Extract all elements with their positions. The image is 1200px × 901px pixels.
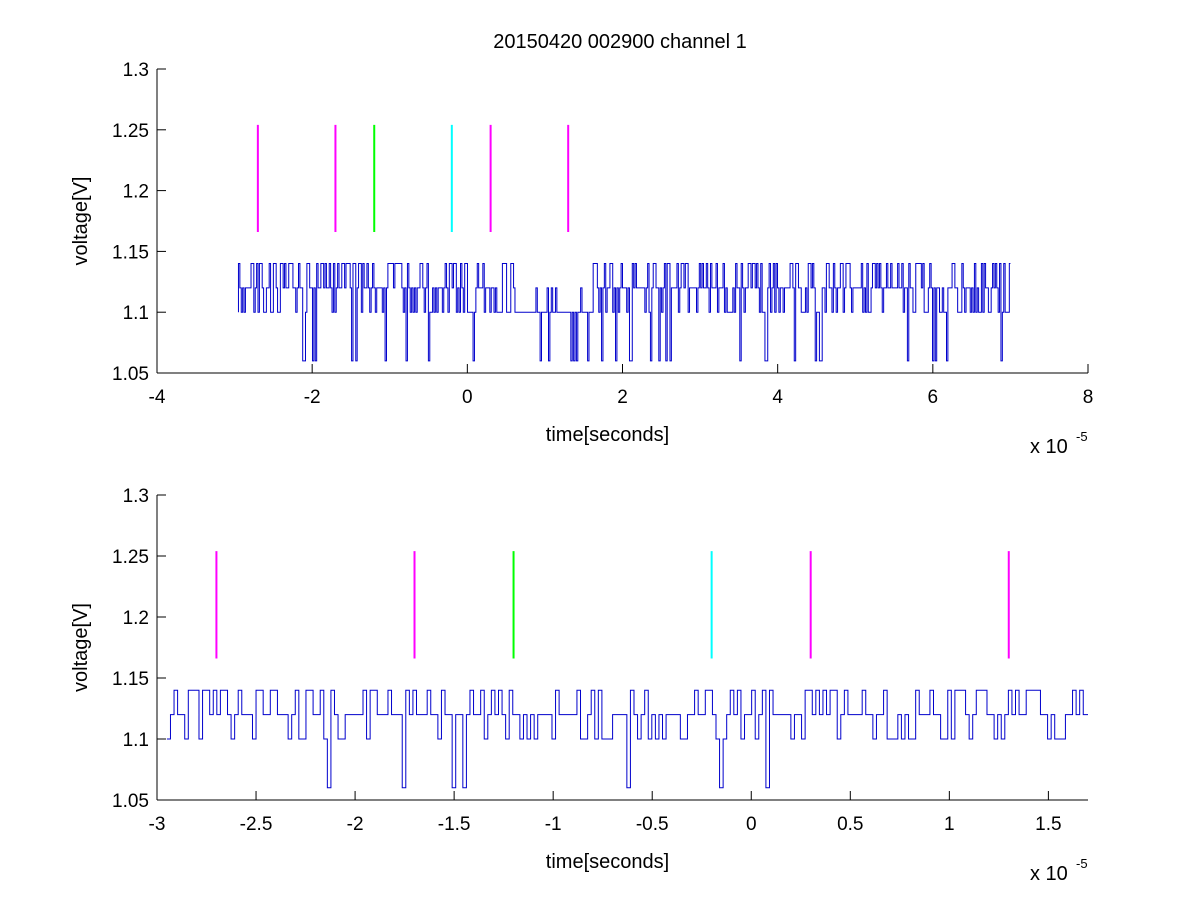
x-axis-label: time[seconds] [546, 851, 669, 873]
y-tick-label: 1.05 [112, 791, 149, 812]
y-tick-label: 1.05 [112, 364, 149, 385]
y-tick-label: 1.3 [123, 486, 149, 507]
y-tick-label: 1.1 [123, 303, 149, 324]
y-tick-label: 1.25 [112, 547, 149, 568]
x-tick-label: 0.5 [837, 814, 863, 835]
x-axis-multiplier: x 10 [1030, 863, 1068, 885]
x-axis-label: time[seconds] [546, 424, 669, 446]
x-tick-label: -1.5 [438, 814, 471, 835]
x-tick-label: -3 [149, 814, 166, 835]
x-axis-multiplier-exponent: -5 [1076, 429, 1088, 444]
x-tick-label: -0.5 [636, 814, 669, 835]
y-tick-label: 1.3 [123, 60, 149, 81]
figure-title: 20150420 002900 channel 1 [493, 31, 747, 53]
y-tick-label: 1.1 [123, 730, 149, 751]
x-tick-label: 2 [617, 387, 628, 408]
x-tick-label: -2.5 [240, 814, 273, 835]
x-axis-multiplier-exponent: -5 [1076, 856, 1088, 871]
signal-trace [237, 263, 1011, 362]
x-tick-label: -4 [149, 387, 166, 408]
x-tick-label: -2 [304, 387, 321, 408]
bottom-subplot: -3 -2.5 -2 -1.5 -1 -0.5 0 0.5 1 1.5 1.05 1.1 1.15 1.2… [70, 486, 1088, 885]
x-tick-label: 0 [746, 814, 757, 835]
top-subplot: -4 -2 0 2 4 6 8 1.05 1.1 1.15 1.2 1.25 1.3 time[secon… [70, 60, 1093, 458]
x-tick-label: 1.5 [1035, 814, 1061, 835]
y-tick-label: 1.2 [123, 182, 149, 203]
x-tick-label: 4 [772, 387, 783, 408]
y-tick-label: 1.2 [123, 608, 149, 629]
x-tick-label: 6 [928, 387, 939, 408]
x-tick-label: 1 [944, 814, 955, 835]
y-tick-label: 1.15 [112, 669, 149, 690]
y-tick-label: 1.15 [112, 242, 149, 263]
y-axis-label: voltage[V] [70, 177, 92, 266]
x-axis-multiplier: x 10 [1030, 436, 1068, 458]
signal-trace [166, 689, 1088, 789]
x-tick-label: 8 [1083, 387, 1094, 408]
x-tick-label: 0 [462, 387, 473, 408]
y-axis-label: voltage[V] [70, 603, 92, 692]
y-tick-label: 1.25 [112, 121, 149, 142]
x-tick-label: -2 [347, 814, 364, 835]
x-tick-label: -1 [545, 814, 562, 835]
